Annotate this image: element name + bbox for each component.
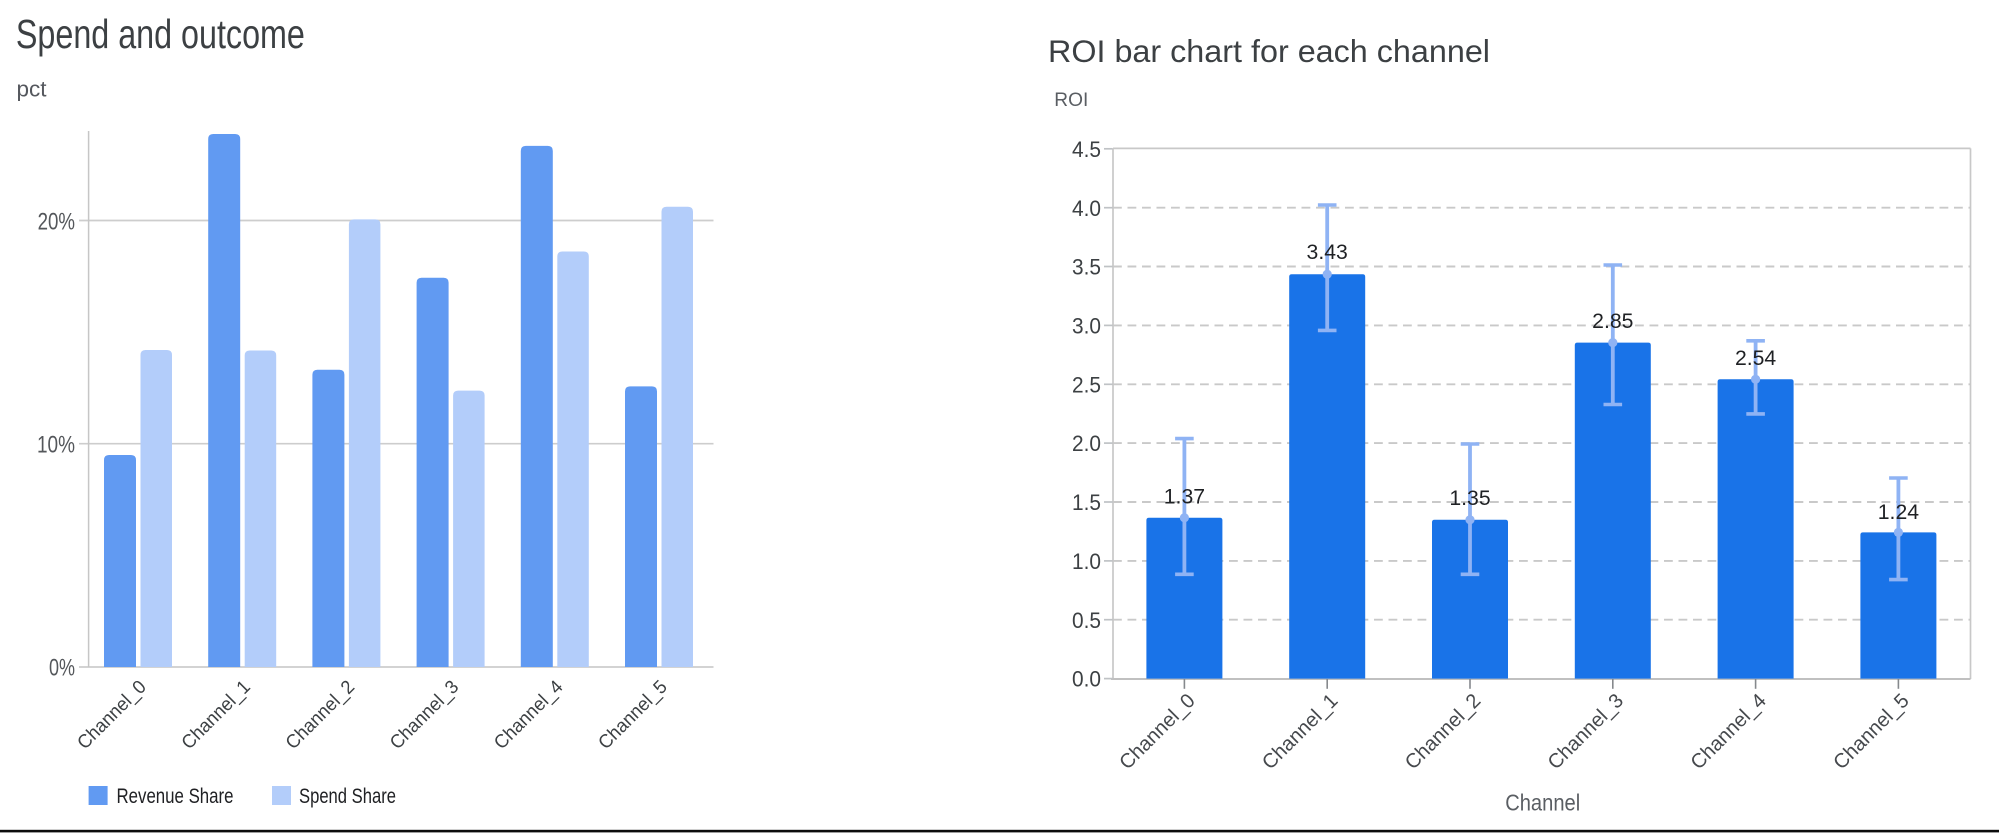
svg-text:4.0: 4.0 xyxy=(1072,196,1101,221)
svg-text:Revenue Share: Revenue Share xyxy=(117,785,234,808)
svg-text:0%: 0% xyxy=(49,655,75,682)
svg-text:1.35: 1.35 xyxy=(1449,486,1490,510)
svg-text:Channel: Channel xyxy=(1505,790,1580,816)
svg-text:1.0: 1.0 xyxy=(1072,549,1101,574)
svg-text:0.5: 0.5 xyxy=(1072,608,1101,633)
svg-text:2.0: 2.0 xyxy=(1072,431,1101,456)
svg-text:2.5: 2.5 xyxy=(1072,372,1101,397)
svg-text:Spend and outcome: Spend and outcome xyxy=(16,11,305,57)
svg-text:3.43: 3.43 xyxy=(1307,240,1348,264)
svg-text:ROI: ROI xyxy=(1054,89,1088,111)
svg-text:20%: 20% xyxy=(38,208,75,235)
svg-text:ROI bar chart for each channel: ROI bar chart for each channel xyxy=(1048,33,1490,69)
svg-text:pct: pct xyxy=(17,77,48,102)
svg-text:3.0: 3.0 xyxy=(1072,314,1101,339)
svg-text:Spend Share: Spend Share xyxy=(299,785,396,808)
svg-text:2.54: 2.54 xyxy=(1735,346,1776,370)
svg-text:4.5: 4.5 xyxy=(1072,137,1101,162)
svg-text:10%: 10% xyxy=(37,431,75,458)
svg-text:1.24: 1.24 xyxy=(1878,500,1919,524)
svg-text:0.0: 0.0 xyxy=(1072,667,1101,692)
svg-text:2.85: 2.85 xyxy=(1592,309,1633,333)
svg-text:1.5: 1.5 xyxy=(1072,490,1101,515)
svg-text:1.37: 1.37 xyxy=(1164,484,1205,508)
svg-text:3.5: 3.5 xyxy=(1072,255,1101,280)
